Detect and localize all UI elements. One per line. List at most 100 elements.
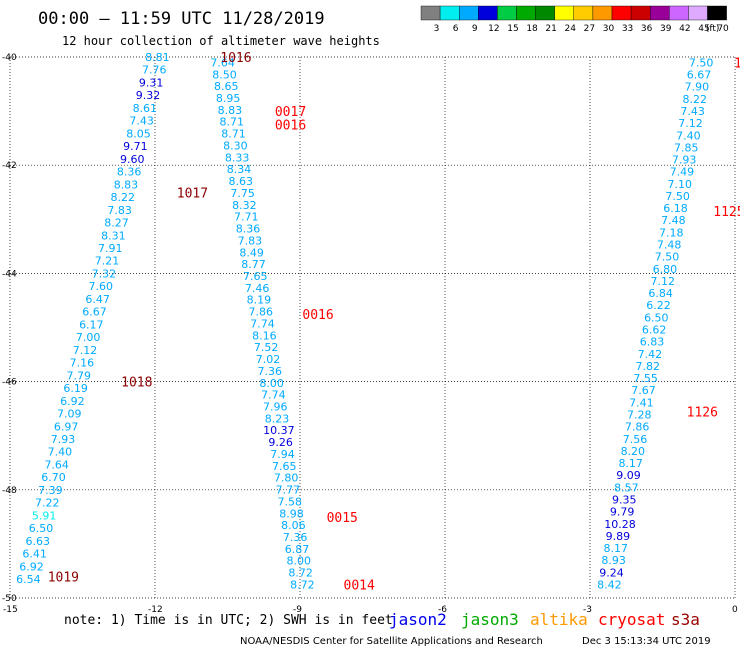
chart-title: 00:00 – 11:59 UTC 11/28/2019 [38, 9, 325, 29]
wave-height-value: 8.93 [601, 554, 626, 567]
wave-height-value: 8.36 [117, 166, 142, 179]
legend-value-label: 42 [679, 24, 690, 34]
wave-height-value: 7.96 [263, 400, 288, 413]
wave-height-value: 7.21 [95, 255, 120, 268]
legend-color-box [516, 5, 536, 21]
wave-height-value: 7.43 [129, 115, 154, 128]
wave-height-value: 7.65 [272, 460, 297, 473]
wave-height-value: 7.71 [234, 211, 259, 224]
x-tick-label: -3 [583, 605, 592, 615]
legend-value-label: 39 [660, 24, 672, 34]
wave-height-value: 6.97 [54, 420, 79, 433]
wave-height-value: 7.77 [276, 484, 301, 497]
wave-height-value: 8.00 [287, 555, 312, 568]
wave-height-value: 7.16 [70, 357, 95, 370]
wave-height-value: 7.46 [245, 282, 270, 295]
wave-height-value: 7.93 [51, 433, 76, 446]
wave-height-value: 7.65 [243, 270, 268, 283]
wave-height-value: 8.05 [126, 127, 151, 140]
wave-height-value: 7.76 [142, 64, 167, 77]
wave-height-value: 6.70 [41, 471, 66, 484]
legend-value-label: 33 [622, 24, 633, 34]
x-tick-label: -6 [438, 605, 447, 615]
legend-color-box [535, 5, 555, 21]
pass-time-label: 1019 [48, 570, 79, 585]
wave-height-value: 7.39 [38, 484, 63, 497]
legend-value-label: 24 [565, 24, 577, 34]
pass-time-label: 0014 [344, 578, 375, 593]
wave-height-value: 7.67 [631, 384, 656, 397]
wave-height-value: 6.83 [640, 336, 665, 349]
legend-color-box [707, 5, 727, 21]
timestamp-text: Dec 3 15:13:34 UTC 2019 [582, 636, 711, 647]
wave-height-value: 8.72 [290, 578, 315, 591]
satellite-label: s3a [671, 610, 700, 629]
wave-height-value: 7.42 [638, 348, 663, 361]
legend-value-label: 9 [472, 24, 478, 34]
wave-height-value: 7.64 [44, 458, 69, 471]
wave-height-value: 6.67 [82, 306, 107, 319]
pass-time-label: 1017 [177, 186, 208, 201]
x-tick-label: -12 [148, 605, 163, 615]
y-tick-label: -40 [2, 53, 17, 63]
legend-color-box [497, 5, 517, 21]
wave-height-value: 7.60 [89, 280, 114, 293]
wave-height-value: 7.40 [48, 446, 73, 459]
wave-height-value: 8.23 [265, 412, 290, 425]
pass-time-label: 0015 [327, 511, 358, 526]
y-tick-label: -46 [2, 378, 17, 388]
wave-height-value: 6.54 [16, 573, 41, 586]
wave-height-value: 7.40 [676, 129, 701, 142]
legend-value-label: 70 [717, 24, 729, 34]
pass-time-label: 1126 [687, 405, 718, 420]
wave-height-value: 8.63 [229, 175, 254, 188]
wave-height-value: 8.71 [219, 116, 244, 129]
wave-height-value: 7.41 [629, 396, 654, 409]
wave-height-value: 8.32 [232, 199, 257, 212]
wave-height-value: 7.93 [672, 154, 697, 167]
wave-height-value: 7.90 [685, 81, 710, 94]
wave-height-value: 8.42 [597, 578, 622, 591]
satellite-label: jason2 [389, 610, 447, 629]
x-tick-label: 0 [732, 605, 738, 615]
wave-height-value: 10.37 [263, 424, 295, 437]
wave-height-value: 9.09 [616, 469, 641, 482]
wave-height-value: 7.79 [66, 369, 91, 382]
satellite-label: jason3 [461, 610, 519, 629]
wave-height-value: 8.22 [111, 191, 136, 204]
pass-time-label: 1018 [121, 376, 152, 391]
legend-color-box [439, 5, 460, 21]
y-tick-label: -42 [2, 161, 17, 171]
wave-height-value: 7.74 [250, 317, 275, 330]
wave-height-value: 8.34 [227, 163, 252, 176]
wave-height-value: 8.50 [212, 68, 237, 81]
legend-unit-label: (ft) [706, 24, 720, 34]
wave-height-value: 8.65 [214, 80, 239, 93]
wave-height-value: 6.50 [644, 311, 669, 324]
wave-height-value: 7.00 [76, 331, 101, 344]
wave-height-value: 7.28 [627, 409, 652, 422]
pass-time-label: 0016 [302, 308, 333, 323]
satellite-label: cryosat [598, 610, 665, 629]
wave-height-value: 9.32 [136, 89, 161, 102]
wave-height-value: 8.31 [101, 229, 126, 242]
pass-time-label: 0016 [275, 119, 306, 134]
y-tick-label: -50 [2, 594, 17, 604]
credit-text: NOAA/NESDIS Center for Satellite Applica… [240, 636, 543, 647]
wave-height-value: 7.83 [238, 234, 263, 247]
pass-time-label: 1125 [713, 205, 740, 220]
wave-height-value: 7.36 [283, 531, 308, 544]
legend-color-box [459, 5, 479, 21]
wave-height-value: 8.27 [104, 217, 129, 230]
wave-height-value: 8.57 [614, 481, 639, 494]
wave-height-value: 6.17 [79, 318, 104, 331]
legend-color-box [478, 5, 498, 21]
wave-height-value: 6.62 [642, 324, 667, 337]
legend-color-box [573, 5, 594, 21]
wave-height-value: 8.33 [225, 151, 250, 164]
legend-color-box [611, 5, 632, 21]
chart-subtitle: 12 hour collection of altimeter wave hei… [62, 34, 380, 48]
wave-height-value: 7.83 [107, 204, 132, 217]
wave-height-value: 8.00 [259, 377, 284, 390]
wave-height-value: 6.67 [687, 69, 712, 82]
